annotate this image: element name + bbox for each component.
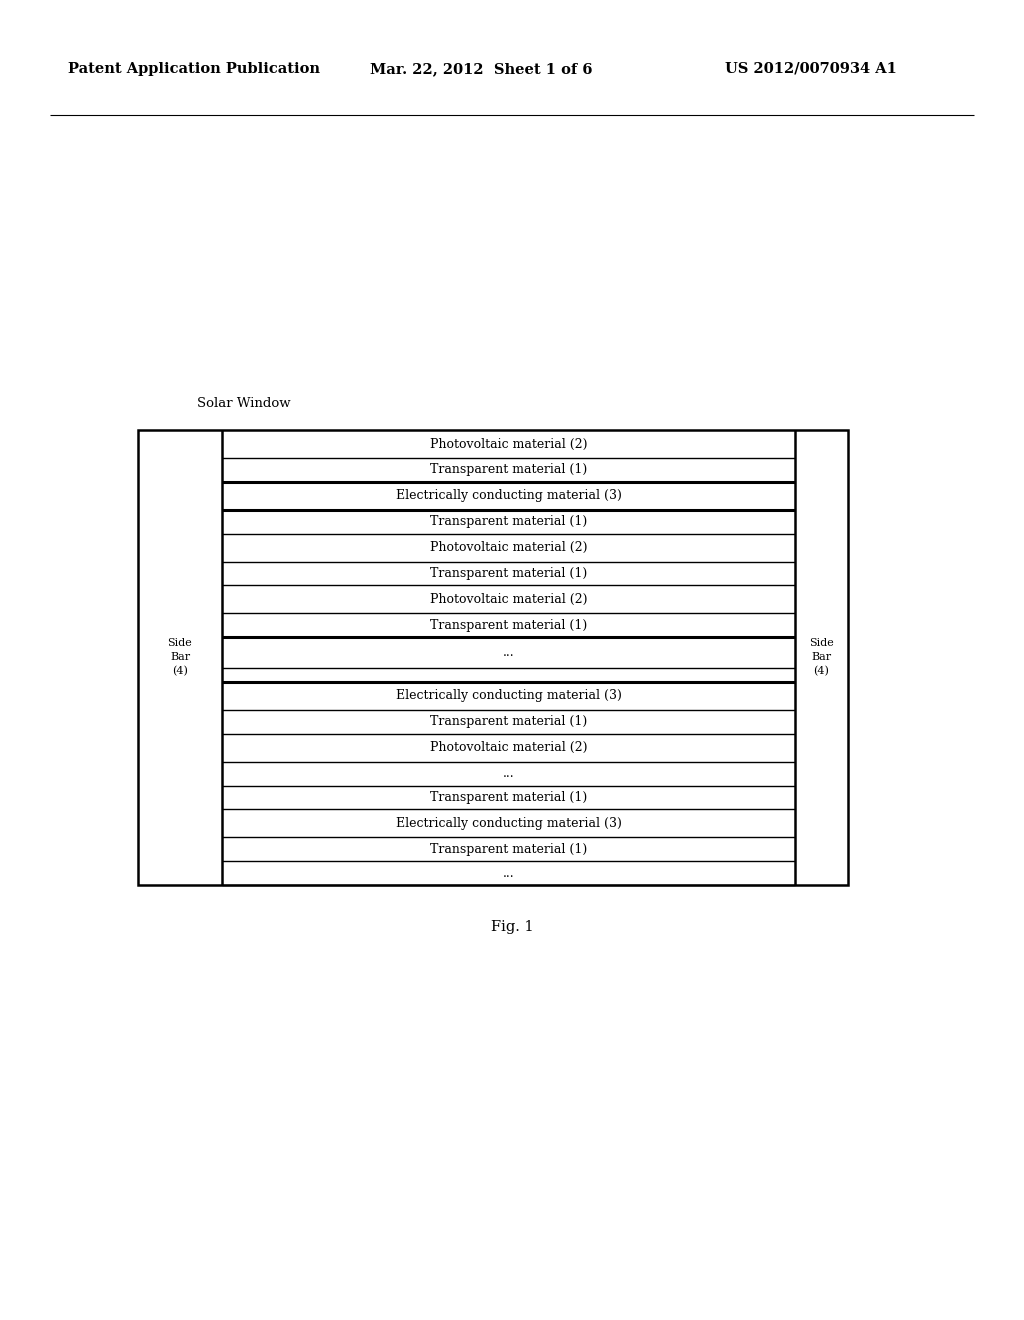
Text: Photovoltaic material (2): Photovoltaic material (2): [430, 593, 587, 606]
Text: Patent Application Publication: Patent Application Publication: [68, 62, 319, 77]
Text: Fig. 1: Fig. 1: [490, 920, 534, 935]
Text: US 2012/0070934 A1: US 2012/0070934 A1: [725, 62, 897, 77]
Text: Side
Bar
(4): Side Bar (4): [809, 639, 834, 677]
Text: Transparent material (1): Transparent material (1): [430, 619, 587, 632]
Text: Mar. 22, 2012  Sheet 1 of 6: Mar. 22, 2012 Sheet 1 of 6: [370, 62, 593, 77]
Text: Transparent material (1): Transparent material (1): [430, 791, 587, 804]
Text: Photovoltaic material (2): Photovoltaic material (2): [430, 742, 587, 754]
Text: Transparent material (1): Transparent material (1): [430, 715, 587, 729]
Text: Solar Window: Solar Window: [197, 397, 291, 411]
Text: ...: ...: [503, 867, 514, 879]
Text: ...: ...: [503, 767, 514, 780]
Text: Transparent material (1): Transparent material (1): [430, 463, 587, 477]
Text: Photovoltaic material (2): Photovoltaic material (2): [430, 437, 587, 450]
Text: Electrically conducting material (3): Electrically conducting material (3): [395, 490, 622, 503]
Text: Electrically conducting material (3): Electrically conducting material (3): [395, 689, 622, 702]
Text: ...: ...: [503, 645, 514, 659]
Bar: [138, 430, 848, 884]
Text: Transparent material (1): Transparent material (1): [430, 568, 587, 579]
Text: Side
Bar
(4): Side Bar (4): [168, 639, 193, 677]
Text: Electrically conducting material (3): Electrically conducting material (3): [395, 817, 622, 830]
Text: Transparent material (1): Transparent material (1): [430, 515, 587, 528]
Text: Photovoltaic material (2): Photovoltaic material (2): [430, 541, 587, 554]
Text: Transparent material (1): Transparent material (1): [430, 842, 587, 855]
